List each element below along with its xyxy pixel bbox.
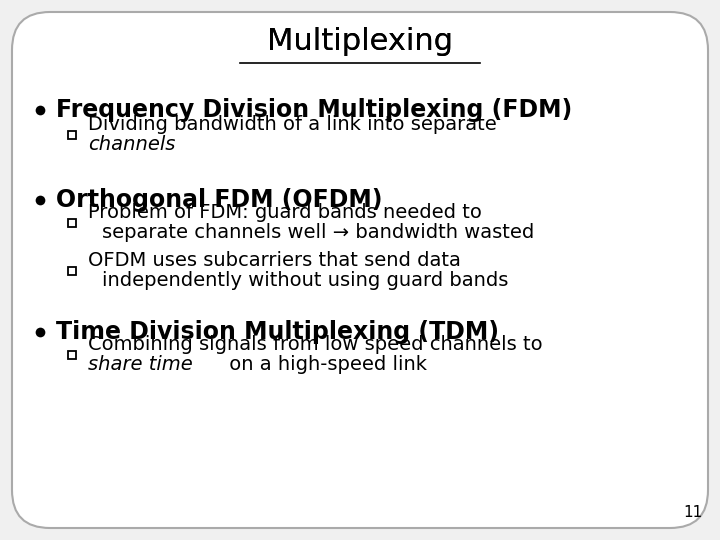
Text: Multiplexing: Multiplexing	[267, 28, 453, 57]
Text: OFDM uses subcarriers that send data: OFDM uses subcarriers that send data	[88, 252, 461, 271]
Text: on a high-speed link: on a high-speed link	[223, 354, 427, 374]
Bar	[68, 350, 76, 359]
Bar	[68, 131, 76, 138]
Bar	[68, 267, 76, 274]
Bar	[68, 219, 76, 226]
Text: share time: share time	[88, 354, 193, 374]
Text: Multiplexing: Multiplexing	[267, 28, 453, 57]
Text: Frequency Division Multiplexing (FDM): Frequency Division Multiplexing (FDM)	[56, 98, 572, 122]
Text: Combining signals from low speed channels to: Combining signals from low speed channel…	[88, 335, 543, 354]
Text: independently without using guard bands: independently without using guard bands	[102, 271, 508, 289]
Text: 11: 11	[684, 505, 703, 520]
FancyBboxPatch shape	[12, 12, 708, 528]
Text: channels: channels	[88, 134, 176, 153]
Text: Orthogonal FDM (OFDM): Orthogonal FDM (OFDM)	[56, 188, 382, 212]
Text: separate channels well → bandwidth wasted: separate channels well → bandwidth waste…	[102, 222, 534, 241]
Text: Dividing bandwidth of a link into separate: Dividing bandwidth of a link into separa…	[88, 116, 497, 134]
Text: Time Division Multiplexing (TDM): Time Division Multiplexing (TDM)	[56, 320, 499, 344]
Text: Problem of FDM: guard bands needed to: Problem of FDM: guard bands needed to	[88, 204, 482, 222]
